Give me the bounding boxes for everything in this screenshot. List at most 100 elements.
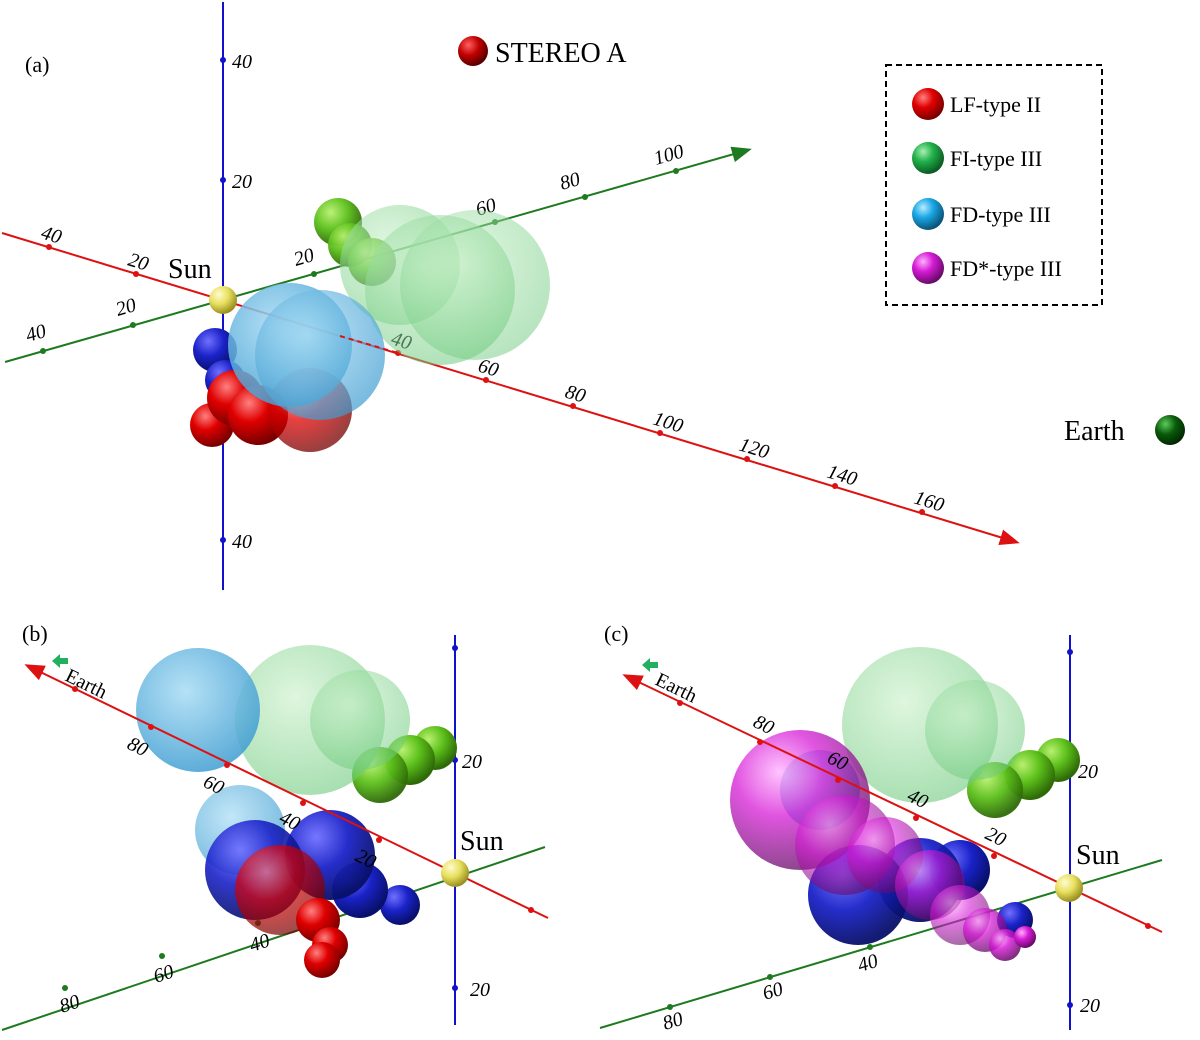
panel-a-fd-cluster [190,283,385,452]
panel-b-green-tick-label: 60 [151,961,177,988]
panel-a-earth-label: Earth [1064,416,1125,447]
panel-a-red-axis-hidden [339,335,399,354]
panel-a-fi-cluster [314,198,550,365]
legend-swatch-fd-star-type-iii [912,252,944,284]
legend-label: LF-type II [950,92,1041,117]
panel-c-red-tick-dot [1145,923,1151,929]
panel-a-red-tick-dot [570,403,576,409]
panel-b-vertical-tick-label: 20 [462,751,482,773]
panel-b-red-tick-dot [300,800,306,806]
panel-c-red-tick-dot [757,739,763,745]
panel-c-sun-label: Sun [1076,840,1120,871]
earth-sphere [1155,415,1185,445]
panel-a-red-tick-dot [919,509,925,515]
panel-a-vertical-tick-dot [220,177,226,183]
stereo-a-label: STEREO A [495,38,627,69]
panel-a-green-tick-dot [582,194,588,200]
panel-a-green-tick-label: 80 [557,168,582,195]
panel-c-red-tick-dot [677,700,683,706]
sphere [925,680,1025,780]
panel-c-red-tick-label: 80 [750,711,778,740]
panel-a-green-tick-label: 100 [651,140,686,169]
legend-swatch-fi-type-iii [912,142,944,174]
panel-a-red-axis [1,232,1020,545]
stereo-a-sphere [458,36,488,66]
legend: LF-type II FI-type III FD-type III FD*-t… [885,64,1103,306]
panel-a-green-tick-dot [130,322,136,328]
panel-c-green-tick-label: 40 [855,950,881,977]
sphere [1014,926,1036,948]
panel-c-green-tick-label: 80 [660,1008,686,1035]
panel-b-red-tick-dot [148,724,154,730]
legend-label: FD-type III [950,202,1051,227]
panel-c-green-tick-label: 60 [760,978,786,1005]
legend-swatch-lf-type-ii [912,88,944,120]
panel-c-red-tick-dot [913,815,919,821]
panel-b-sun-label: Sun [460,826,504,857]
panel-b: (b) 20 20 80 60 40 [1,621,549,1031]
panel-a-red-tick-dot [46,244,52,250]
panel-a-vertical-tick-dot [220,57,226,63]
sphere [136,648,260,772]
panel-b-green-tick-label: 80 [57,991,83,1018]
panel-a-vertical-tick-label: 40 [232,51,252,73]
sphere [989,929,1021,961]
legend-label: FD*-type III [950,256,1062,281]
sphere [400,210,550,360]
panel-a-vertical-tick-label: 20 [232,171,252,193]
panel-c-red-tick-dot [991,853,997,859]
panel-a-green-tick-label: 20 [113,294,138,321]
panel-a-green-tick-dot [673,168,679,174]
panel-a-red-tick-dot [744,456,750,462]
panel-c-vertical-tick-label: 20 [1078,761,1098,783]
panel-a-green-tick-dot [40,348,46,354]
panel-b-vertical-tick-dot [452,645,458,651]
panel-a: (a) 40 20 40 40 20 20 60 80 100 40 [1,2,1185,590]
panel-a-green-tick-dot [311,271,317,277]
panel-a-vertical-tick-label: 40 [232,531,252,553]
panel-a-red-tick-label: 80 [563,381,589,408]
panel-b-green-tick-dot [159,953,165,959]
panel-b-green-tick-dot [62,985,68,991]
sphere [255,290,385,420]
panel-b-earth-arrow-icon [52,654,68,668]
panel-c-red-tick-dot [835,777,841,783]
panel-c-earth-arrow-icon [642,658,658,672]
panel-b-red-tick-dot [72,686,78,692]
panel-a-vertical-tick-dot [220,537,226,543]
panel-b-green-tick-label: 40 [247,930,273,957]
panel-b-sun-sphere [441,859,469,887]
panel-b-red-tick-dot [224,762,230,768]
sphere [310,670,410,770]
panel-c-sun-sphere [1055,874,1083,902]
panel-a-label: (a) [25,52,49,77]
panel-b-vertical-tick-dot [452,985,458,991]
sphere [304,942,340,978]
panel-c-green-tick-dot [667,1004,673,1010]
panel-a-green-tick-label: 20 [291,244,316,271]
panel-b-cluster [136,645,457,978]
panel-a-sun-sphere [209,286,237,314]
panel-c-label: (c) [604,621,628,646]
panel-b-earth-label: Earth [62,665,111,704]
panel-c: (c) 20 20 80 60 40 [599,621,1163,1035]
panel-c-cluster [730,647,1080,961]
panel-a-red-tick-dot [657,430,663,436]
panel-c-vertical-tick-dot [1067,649,1073,655]
panel-c-earth-label: Earth [652,669,701,708]
panel-b-label: (b) [22,621,48,646]
panel-b-red-tick-dot [376,837,382,843]
legend-label: FI-type III [950,146,1042,171]
panel-c-vertical-tick-dot [1067,1002,1073,1008]
panel-a-sun-label: Sun [168,254,212,285]
panel-a-green-tick-label: 40 [23,320,48,347]
legend-swatch-fd-type-iii [912,198,944,230]
panel-a-red-tick-dot [832,483,838,489]
panel-a-red-tick-dot [483,377,489,383]
panel-b-vertical-tick-label: 20 [470,979,490,1001]
panel-c-vertical-tick-label: 20 [1080,995,1100,1017]
sphere [380,885,420,925]
panel-c-green-tick-dot [767,974,773,980]
panel-c-green-tick-dot [867,944,873,950]
